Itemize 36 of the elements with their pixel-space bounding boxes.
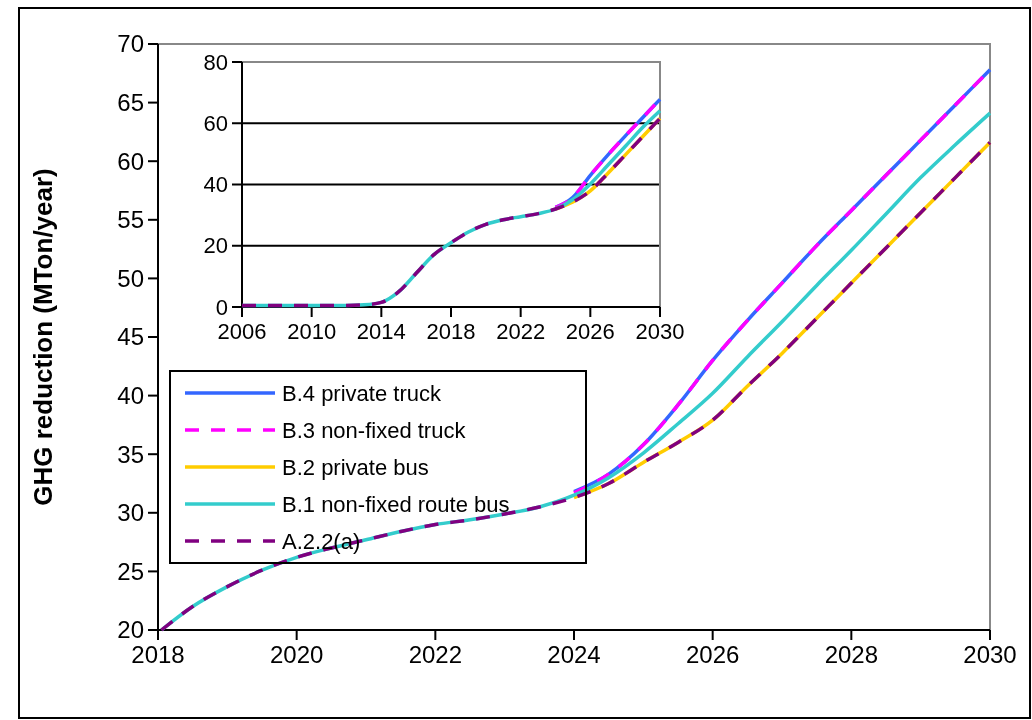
legend-label: B.1 non-fixed route bus (282, 491, 510, 517)
y-tick-label: 40 (203, 172, 228, 198)
y-tick-label: 20 (203, 233, 228, 259)
y-tick-label: 70 (117, 30, 144, 58)
x-tick-label: 2024 (547, 641, 601, 669)
x-tick-label: 2026 (565, 318, 615, 344)
y-tick-label: 50 (117, 264, 144, 292)
legend-label: A.2.2(a) (282, 528, 361, 554)
y-tick-label: 20 (117, 616, 144, 644)
x-tick-label: 2022 (408, 641, 463, 669)
y-tick-label: 0 (215, 294, 228, 320)
x-tick-label: 2030 (635, 318, 685, 344)
legend-label: B.2 private bus (282, 454, 429, 480)
y-tick-label: 40 (117, 382, 144, 409)
x-tick-label: 2020 (269, 641, 324, 669)
x-tick-label: 2006 (217, 318, 267, 344)
y-tick-label: 65 (117, 89, 144, 116)
legend-label: B.3 non-fixed truck (282, 417, 467, 443)
x-tick-label: 2018 (426, 318, 476, 344)
x-tick-label: 2026 (685, 641, 740, 669)
x-tick-label: 2030 (963, 641, 1017, 669)
x-tick-label: 2014 (356, 318, 406, 344)
y-tick-label: 60 (117, 147, 144, 175)
legend-label: B.4 private truck (282, 380, 442, 406)
y-axis-title: GHG reduction (MTon/year) (28, 168, 58, 506)
y-tick-label: 35 (117, 440, 144, 468)
y-tick-label: 30 (117, 499, 144, 527)
y-tick-label: 80 (203, 49, 228, 75)
x-tick-label: 2022 (496, 318, 546, 344)
y-tick-label: 25 (117, 557, 144, 585)
y-tick-label: 55 (117, 206, 144, 234)
x-tick-label: 2028 (824, 641, 879, 669)
x-tick-label: 2018 (131, 641, 185, 669)
x-tick-label: 2010 (287, 318, 337, 344)
y-tick-label: 45 (117, 323, 144, 351)
y-tick-label: 60 (203, 110, 228, 136)
